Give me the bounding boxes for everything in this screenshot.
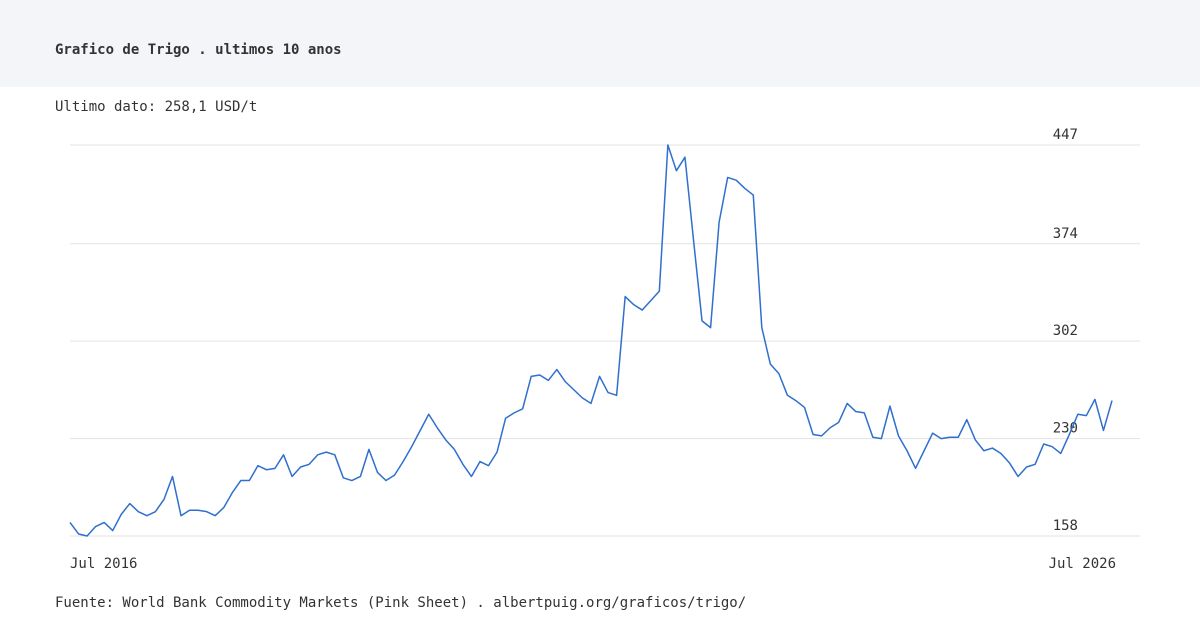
x-tick-label: Jul 2026 bbox=[1049, 556, 1116, 572]
subtitle: Ultimo dato: 258,1 USD/t bbox=[55, 99, 257, 115]
y-tick-label: 374 bbox=[1053, 226, 1078, 242]
header bbox=[0, 0, 1200, 87]
y-tick-label: 230 bbox=[1053, 421, 1078, 437]
data-line bbox=[69, 144, 1113, 537]
source: Fuente: World Bank Commodity Markets (Pi… bbox=[55, 595, 746, 611]
y-tick-label: 158 bbox=[1053, 518, 1078, 534]
y-tick-label: 302 bbox=[1053, 323, 1078, 339]
y-tick-label: 447 bbox=[1053, 127, 1078, 143]
x-tick-label: Jul 2016 bbox=[70, 556, 137, 572]
chart-title: Grafico de Trigo . ultimos 10 anos bbox=[55, 42, 342, 58]
